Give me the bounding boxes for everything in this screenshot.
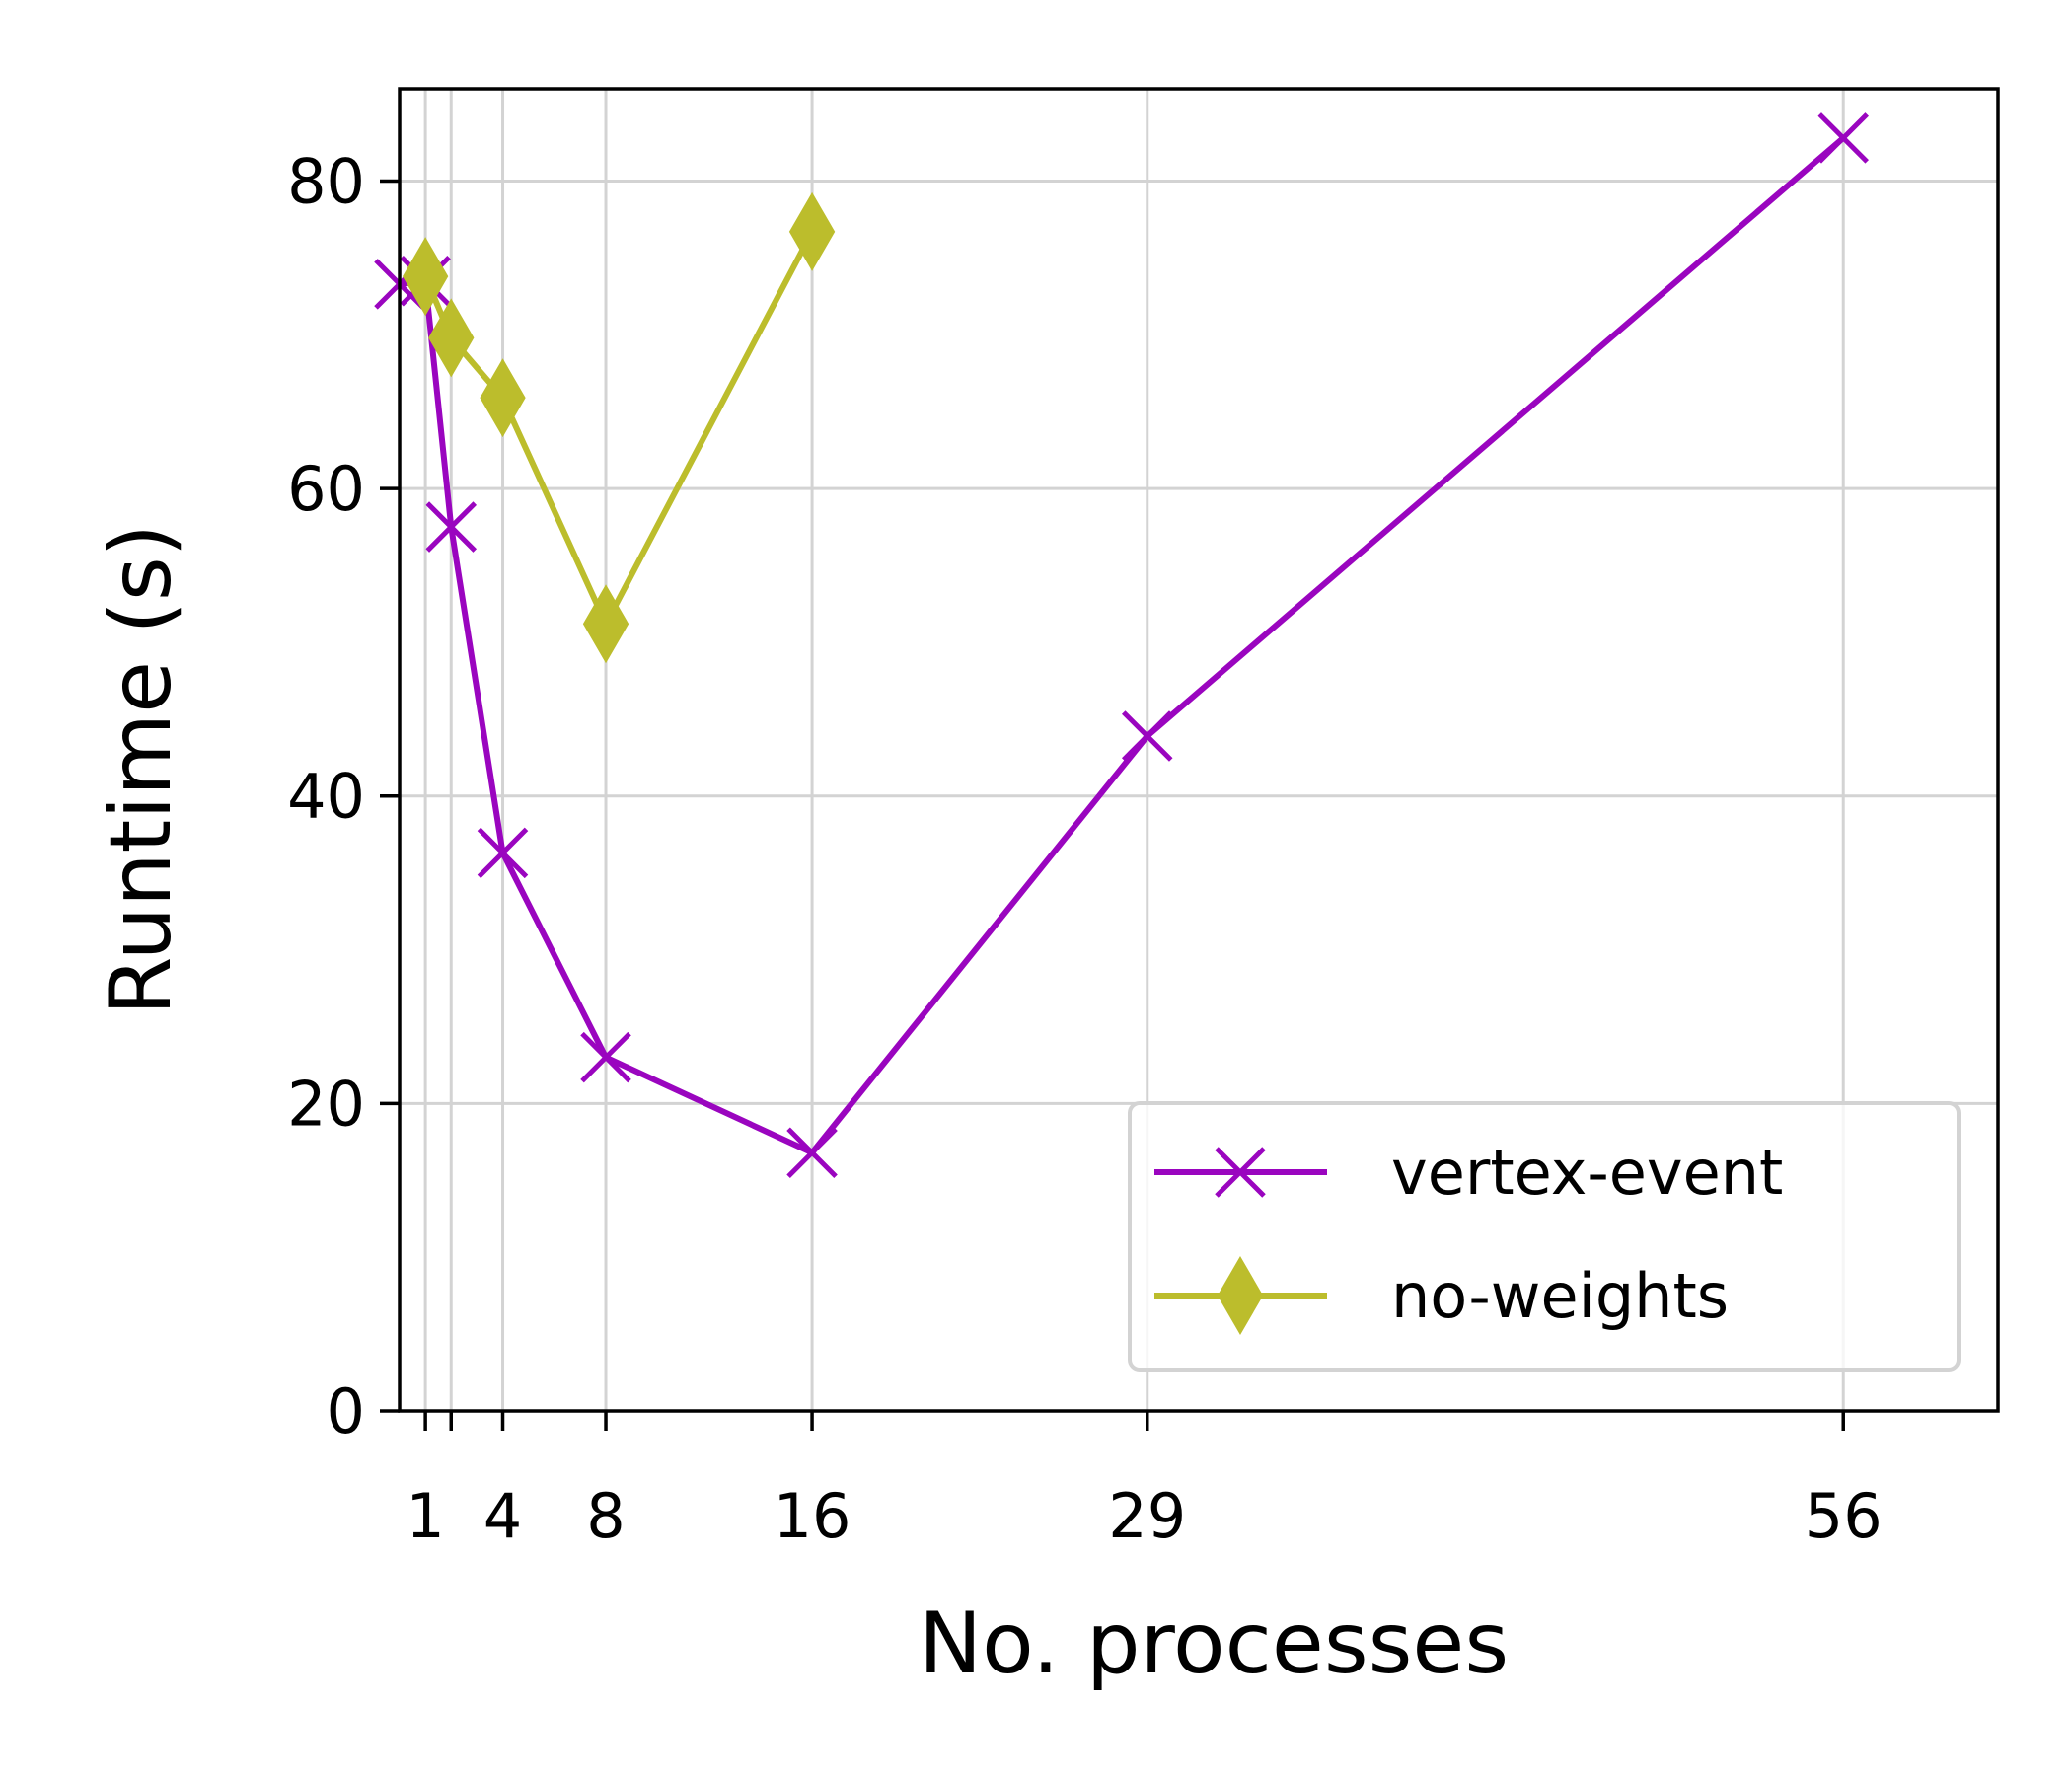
x-tick-label: 1 (406, 1480, 444, 1552)
series-line (422, 228, 816, 628)
legend-marker (1215, 1147, 1266, 1198)
data-point (1121, 710, 1173, 762)
data-point (477, 827, 529, 879)
series-no-weights (402, 191, 836, 664)
data-point (402, 237, 449, 317)
data-point (582, 584, 629, 664)
y-axis-title: Runtime (s) (92, 524, 190, 1015)
axes: 1 4 8 16 29 56 0 20 40 60 80 No. processes Runtime (… (92, 87, 2000, 1693)
legend-label: vertex-event (1391, 1137, 1783, 1209)
legend-entry-no-weights: no-weights (1154, 1256, 1729, 1335)
data-point (1817, 112, 1869, 164)
legend-box (1128, 1101, 1961, 1372)
y-tick-label: 40 (287, 761, 365, 833)
data-point (788, 191, 836, 271)
x-axis-title: No. processes (919, 1595, 1509, 1693)
data-point (580, 1031, 631, 1083)
data-point (428, 298, 475, 378)
x-tick-label: 16 (774, 1480, 851, 1552)
legend-entry-vertex-event: vertex-event (1154, 1137, 1783, 1209)
y-tick-label: 80 (287, 145, 365, 217)
x-tick-label: 4 (483, 1480, 522, 1552)
data-point (786, 1127, 838, 1178)
x-tick-label: 29 (1108, 1480, 1186, 1552)
x-tick-label: 8 (586, 1480, 625, 1552)
data-point (425, 501, 478, 553)
data-point (480, 358, 526, 438)
legend-marker (1217, 1256, 1264, 1335)
y-tick-label: 60 (287, 453, 365, 525)
legend: vertex-event no-weights (1128, 1101, 1961, 1372)
y-tick-label: 0 (327, 1375, 365, 1447)
y-tick-label: 20 (287, 1068, 365, 1140)
legend-label: no-weights (1391, 1260, 1729, 1332)
series-layer (374, 112, 1869, 1178)
x-tick-label: 56 (1805, 1480, 1883, 1552)
series-line (397, 134, 1847, 1156)
plot-frame (398, 87, 2000, 1413)
